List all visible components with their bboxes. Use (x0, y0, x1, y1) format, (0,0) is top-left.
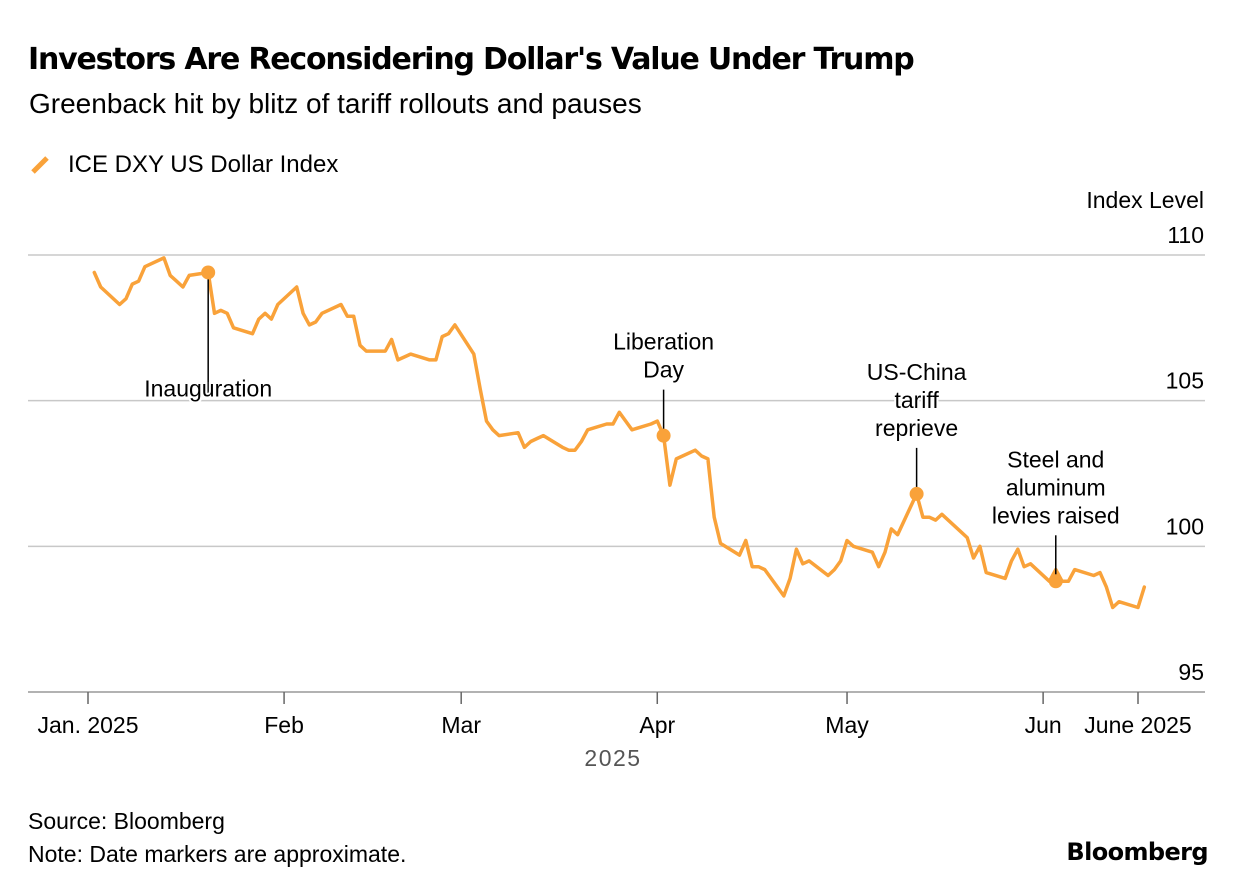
y-tick-label: 110 (1167, 222, 1204, 248)
gridlines (28, 254, 1205, 548)
legend: ICE DXY US Dollar Index (30, 150, 338, 180)
x-tick-label: Jan. 2025 (37, 712, 138, 738)
chart-title: Investors Are Reconsidering Dollar's Val… (28, 42, 915, 77)
x-tick-label: Mar (441, 712, 481, 738)
annotation-marker (909, 486, 924, 501)
source-note: Source: Bloomberg (28, 808, 225, 834)
legend-swatch-icon (31, 156, 49, 174)
annotation-marker (201, 265, 216, 280)
annotation-label: reprieve (875, 415, 958, 441)
series-line (92, 256, 1147, 610)
annotation-label: Day (643, 357, 684, 383)
y-tick-label: 105 (1166, 368, 1204, 394)
x-tick-label: Feb (264, 712, 304, 738)
x-tick-label: Apr (639, 712, 675, 738)
y-axis: 110 105 100 95 Index Level (1086, 187, 1204, 685)
annotation-label: tariff (894, 387, 939, 413)
y-tick-label: 100 (1166, 513, 1204, 539)
annotation-label: Inauguration (144, 375, 272, 401)
annotation-marker (1048, 574, 1063, 589)
series-group (92, 256, 1147, 610)
x-axis-label: 2025 (584, 745, 641, 771)
x-tick-label: May (825, 712, 869, 738)
x-axis: Jan. 2025 Feb Mar Apr May Jun June 2025 2025 (28, 691, 1205, 771)
bloomberg-logo: Bloomberg (1066, 838, 1208, 866)
annotation-label: aluminum (1006, 474, 1106, 500)
annotation-label: US-China (867, 359, 967, 385)
x-tick-label: June 2025 (1084, 712, 1191, 738)
footnote: Note: Date markers are approximate. (28, 841, 407, 867)
annotation-label: Steel and (1007, 446, 1104, 472)
line-chart: 110 105 100 95 Index Level Jan. 2025 Feb Mar Ap… (28, 187, 1205, 771)
legend-label: ICE DXY US Dollar Index (68, 151, 339, 178)
chart-subtitle: Greenback hit by blitz of tariff rollout… (29, 88, 642, 119)
y-axis-label: Index Level (1086, 187, 1204, 213)
annotation-label: levies raised (992, 502, 1120, 528)
annotation-marker (656, 428, 671, 443)
y-tick-label: 95 (1178, 659, 1204, 685)
x-tick-label: Jun (1025, 712, 1062, 738)
annotation-label: Liberation (613, 329, 714, 355)
